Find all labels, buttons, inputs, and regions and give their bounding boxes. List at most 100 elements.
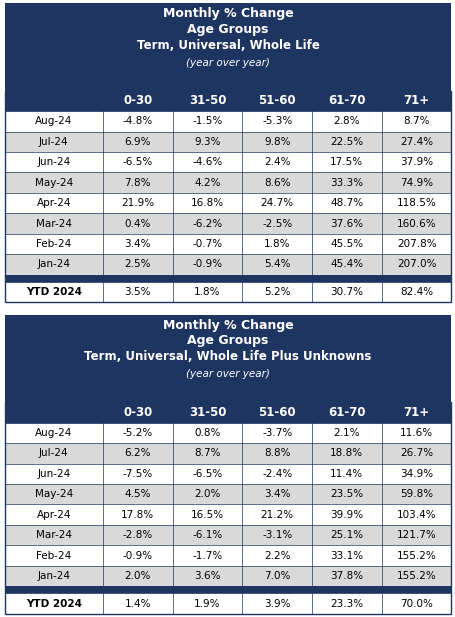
Text: Age Groups: Age Groups <box>187 23 268 36</box>
Text: 155.2%: 155.2% <box>396 571 435 581</box>
Text: YTD 2024: YTD 2024 <box>25 287 81 297</box>
Bar <box>5 443 450 463</box>
Text: 45.5%: 45.5% <box>329 239 363 249</box>
Text: 121.7%: 121.7% <box>396 530 435 540</box>
Text: 0.8%: 0.8% <box>194 428 220 438</box>
Text: 3.4%: 3.4% <box>124 239 151 249</box>
Bar <box>5 91 450 302</box>
Text: 0-30: 0-30 <box>123 94 152 107</box>
Bar <box>5 91 450 111</box>
Bar <box>5 3 450 91</box>
Text: 61-70: 61-70 <box>328 406 365 419</box>
Text: Term, Universal, Whole Life: Term, Universal, Whole Life <box>136 39 319 52</box>
Text: 18.8%: 18.8% <box>329 449 363 458</box>
Bar <box>5 282 450 302</box>
Text: -3.7%: -3.7% <box>262 428 292 438</box>
Text: 1.4%: 1.4% <box>124 598 151 609</box>
Text: 155.2%: 155.2% <box>396 550 435 560</box>
Text: 7.8%: 7.8% <box>124 178 151 188</box>
Text: 7.0%: 7.0% <box>263 571 290 581</box>
Text: 5.2%: 5.2% <box>263 287 290 297</box>
Text: -2.4%: -2.4% <box>262 469 292 479</box>
Bar <box>5 484 450 505</box>
Text: 8.6%: 8.6% <box>263 178 290 188</box>
Text: 51-60: 51-60 <box>258 406 295 419</box>
Text: 74.9%: 74.9% <box>399 178 432 188</box>
Text: YTD 2024: YTD 2024 <box>25 598 81 609</box>
Text: -7.5%: -7.5% <box>122 469 152 479</box>
Text: 31-50: 31-50 <box>188 94 226 107</box>
Text: 2.8%: 2.8% <box>333 117 359 126</box>
Text: (year over year): (year over year) <box>186 57 269 68</box>
Text: 71+: 71+ <box>403 406 429 419</box>
Text: 2.0%: 2.0% <box>194 489 220 499</box>
Text: Feb-24: Feb-24 <box>36 239 71 249</box>
Text: 207.8%: 207.8% <box>396 239 435 249</box>
Text: 3.6%: 3.6% <box>194 571 220 581</box>
Text: Mar-24: Mar-24 <box>35 218 71 228</box>
Text: 2.4%: 2.4% <box>263 157 290 167</box>
Text: -6.5%: -6.5% <box>192 469 222 479</box>
Text: Apr-24: Apr-24 <box>36 198 71 208</box>
Text: 4.2%: 4.2% <box>194 178 220 188</box>
Text: 21.2%: 21.2% <box>260 510 293 520</box>
Bar <box>5 566 450 586</box>
Bar <box>5 525 450 545</box>
Text: 8.8%: 8.8% <box>263 449 290 458</box>
Text: 9.3%: 9.3% <box>194 137 220 147</box>
Text: 0-30: 0-30 <box>123 406 152 419</box>
Text: 33.3%: 33.3% <box>329 178 363 188</box>
Text: 45.4%: 45.4% <box>329 259 363 270</box>
Text: 22.5%: 22.5% <box>329 137 363 147</box>
Text: 70.0%: 70.0% <box>399 598 432 609</box>
Text: Term, Universal, Whole Life Plus Unknowns: Term, Universal, Whole Life Plus Unknown… <box>84 350 371 363</box>
Text: 25.1%: 25.1% <box>329 530 363 540</box>
Text: 1.8%: 1.8% <box>194 287 220 297</box>
Text: Jan-24: Jan-24 <box>37 259 70 270</box>
Text: Jun-24: Jun-24 <box>37 157 70 167</box>
Text: -6.5%: -6.5% <box>122 157 152 167</box>
Text: 2.2%: 2.2% <box>263 550 290 560</box>
Text: -6.2%: -6.2% <box>192 218 222 228</box>
Bar <box>5 172 450 193</box>
Text: 33.1%: 33.1% <box>329 550 363 560</box>
Text: 3.9%: 3.9% <box>263 598 290 609</box>
Text: 26.7%: 26.7% <box>399 449 432 458</box>
Text: 0.4%: 0.4% <box>124 218 151 228</box>
Bar <box>5 463 450 484</box>
Bar <box>5 505 450 525</box>
Text: May-24: May-24 <box>35 489 73 499</box>
Text: 6.9%: 6.9% <box>124 137 151 147</box>
Bar <box>5 402 450 423</box>
Bar <box>5 111 450 131</box>
Text: -1.7%: -1.7% <box>192 550 222 560</box>
Text: -0.9%: -0.9% <box>122 550 152 560</box>
Text: 8.7%: 8.7% <box>403 117 429 126</box>
Text: 39.9%: 39.9% <box>329 510 363 520</box>
Text: 30.7%: 30.7% <box>329 287 363 297</box>
Text: Aug-24: Aug-24 <box>35 117 72 126</box>
Text: Jul-24: Jul-24 <box>39 449 68 458</box>
Text: 23.3%: 23.3% <box>329 598 363 609</box>
Text: 11.6%: 11.6% <box>399 428 432 438</box>
Text: 27.4%: 27.4% <box>399 137 432 147</box>
Text: 2.5%: 2.5% <box>124 259 151 270</box>
Text: May-24: May-24 <box>35 178 73 188</box>
Text: 82.4%: 82.4% <box>399 287 432 297</box>
Text: Jun-24: Jun-24 <box>37 469 70 479</box>
Text: 103.4%: 103.4% <box>396 510 435 520</box>
Text: 59.8%: 59.8% <box>399 489 432 499</box>
Bar <box>5 402 450 614</box>
Text: Jan-24: Jan-24 <box>37 571 70 581</box>
Text: 8.7%: 8.7% <box>194 449 220 458</box>
Text: 37.6%: 37.6% <box>329 218 363 228</box>
Text: 9.8%: 9.8% <box>263 137 290 147</box>
Text: 6.2%: 6.2% <box>124 449 151 458</box>
Bar <box>5 234 450 254</box>
Bar <box>5 254 450 275</box>
Text: 11.4%: 11.4% <box>329 469 363 479</box>
Text: 17.8%: 17.8% <box>121 510 154 520</box>
Text: 4.5%: 4.5% <box>124 489 151 499</box>
Text: -4.8%: -4.8% <box>122 117 152 126</box>
Text: 21.9%: 21.9% <box>121 198 154 208</box>
